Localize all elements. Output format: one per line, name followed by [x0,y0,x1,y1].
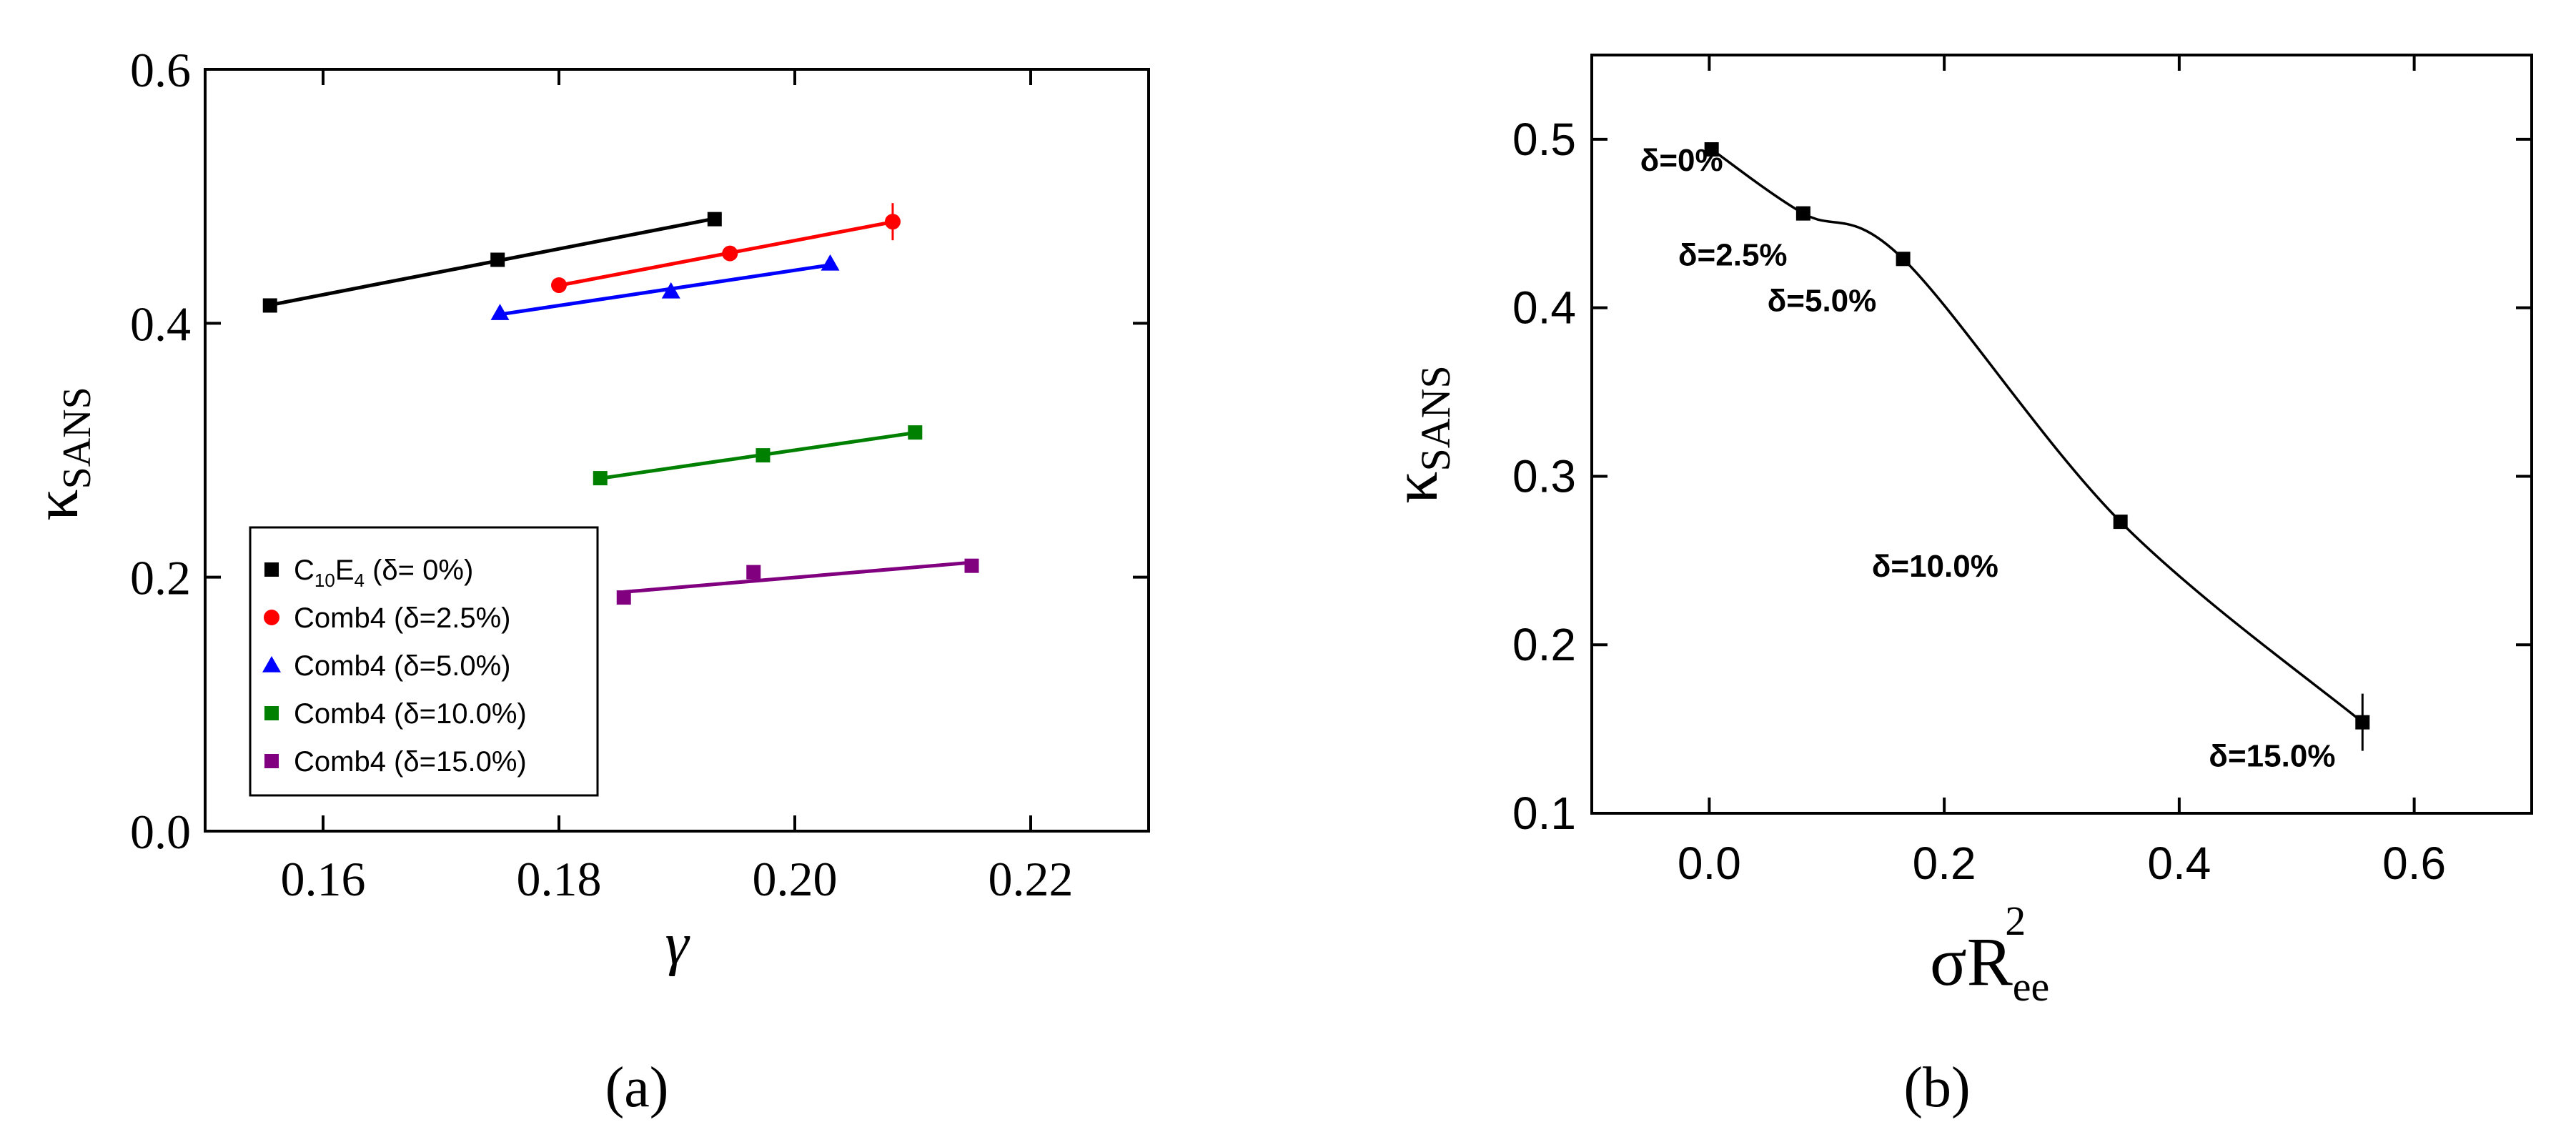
legend-text: Comb4 (δ=2.5%) [294,602,511,634]
series-5 [616,558,979,605]
y-tick-label: 0.1 [1512,788,1576,839]
data-point [821,254,840,271]
x-tick-label: 0.20 [753,852,838,906]
legend-text: E [335,555,355,586]
series-2 [551,203,901,294]
legend-entry-2: Comb4 (δ=2.5%) [294,602,511,634]
x-tick-label: 0.18 [517,852,602,906]
plot-frame [1590,54,2533,815]
data-point [746,565,761,580]
fit-line [500,263,831,317]
legend-text: C [294,555,314,586]
legend-entry-3: Comb4 (δ=5.0%) [294,650,511,682]
panel-b: 0.0 0.2 0.4 0.6 0.1 0.2 0.3 0.4 0.5 σRee 2 κSANS δ=0… [1380,54,2533,1119]
data-point [722,245,738,262]
y-tick-label: 0.3 [1512,450,1576,502]
y-tick-label: 0.2 [1512,619,1576,670]
data-point [2113,515,2128,530]
legend-box [249,526,599,797]
data-point [490,252,505,267]
legend-text: Comb4 (δ=10.0%) [294,698,527,730]
series-3 [490,254,840,320]
y-tick-label: 0.2 [130,551,191,605]
data-label: δ=2.5% [1678,238,1788,273]
data-point [551,277,567,294]
legend-entry-5: Comb4 (δ=15.0%) [294,746,527,778]
legend-text: (δ= 0%) [365,555,473,586]
plot-frame [204,68,1150,833]
y-axis-label: κSANS [1380,365,1459,504]
x-tick-label: 0.16 [281,852,366,906]
trend-curve [1710,148,2364,724]
data-point [490,304,510,320]
legend-marker [264,754,279,768]
data-point [1896,252,1911,267]
y-tick-label: 0.4 [130,297,191,351]
y-axis-label: κSANS [22,387,99,521]
x-axis-label: γ [665,910,690,977]
legend-marker [264,610,279,625]
data-label: δ=15.0% [2209,739,2335,774]
y-axis-label-sub: SANS [55,387,99,489]
data-label: δ=5.0% [1768,283,1877,318]
y-tick-label: 0.6 [130,43,191,97]
data-point [2355,715,2370,730]
fit-line [623,560,972,594]
y-axis-label-sub: SANS [1412,365,1459,471]
legend-entry-4: Comb4 (δ=10.0%) [294,698,527,730]
x-tick-label: 0.2 [1913,838,1976,889]
legend-marker [264,706,279,720]
y-tick-label: 0.4 [1512,282,1576,334]
x-axis-label-sub: ee [2013,963,2050,1010]
legend-marker [262,656,281,672]
x-tick-label: 0.22 [989,852,1074,906]
x-axis-label-main: σR [1930,923,2013,1000]
panel-a: 0.16 0.18 0.20 0.22 0.0 0.2 0.4 0.6 γ κSANS C10E4 … [22,43,1150,1119]
data-point [616,590,631,605]
x-axis-label: σRee 2 [1930,898,2049,1010]
data-point [262,298,277,313]
data-point [756,448,771,463]
data-label: δ=10.0% [1872,549,1998,584]
x-axis-label-sup: 2 [2005,898,2026,944]
legend-text: Comb4 (δ=5.0%) [294,650,511,682]
series-1 [262,212,722,313]
data-label: δ=0% [1640,143,1723,178]
legend-text: Comb4 (δ=15.0%) [294,746,527,778]
data-point [593,471,608,486]
y-axis-label-main: κ [1380,471,1451,503]
legend-subscript: 4 [355,570,365,591]
data-point [1704,142,1719,157]
legend-marker [264,562,279,577]
panel-label-a: (a) [605,1056,669,1119]
data-point [1795,206,1810,221]
panel-label-b: (b) [1903,1056,1970,1119]
data-point [661,282,680,299]
legend-subscript: 10 [314,570,335,591]
series-4 [593,425,923,486]
x-tick-label: 0.6 [2382,838,2446,889]
data-point [964,558,979,573]
legend-entry-1: C10E4 (δ= 0%) [294,555,473,591]
x-tick-label: 0.4 [2147,838,2211,889]
data-point [707,212,722,227]
y-axis-label-main: κ [22,489,91,520]
y-tick-label: 0.5 [1512,114,1576,165]
x-tick-label: 0.0 [1678,838,1741,889]
legend: C10E4 (δ= 0%) Comb4 (δ=2.5%) Comb4 (δ=5.0%… [249,526,599,797]
y-tick-label: 0.0 [130,805,191,859]
data-point [908,425,923,440]
